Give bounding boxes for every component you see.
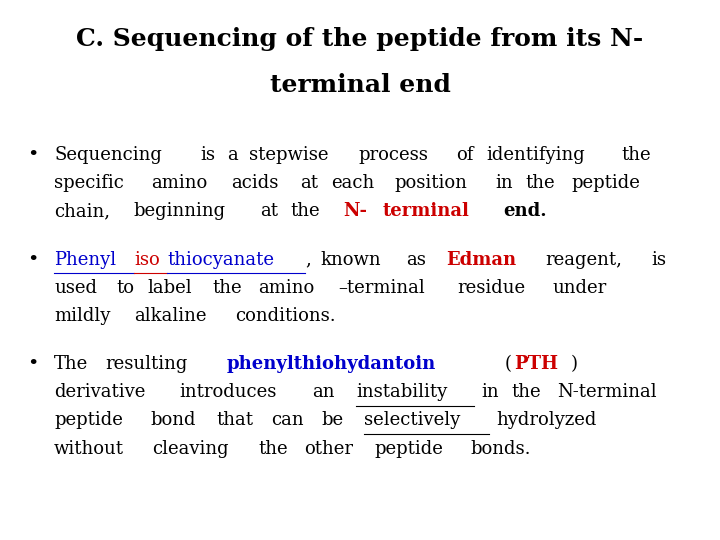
- Text: of: of: [456, 146, 474, 164]
- Text: hydrolyzed: hydrolyzed: [496, 411, 596, 429]
- Text: stepwise: stepwise: [248, 146, 328, 164]
- Text: amino: amino: [258, 279, 315, 296]
- Text: can: can: [271, 411, 305, 429]
- Text: the: the: [291, 202, 320, 220]
- Text: the: the: [526, 174, 555, 192]
- Text: instability: instability: [356, 383, 448, 401]
- Text: used: used: [54, 279, 97, 296]
- Text: without: without: [54, 440, 124, 457]
- Text: •: •: [27, 251, 39, 268]
- Text: N-: N-: [343, 202, 368, 220]
- Text: label: label: [148, 279, 192, 296]
- Text: derivative: derivative: [54, 383, 145, 401]
- Text: phenylthiohydantoin: phenylthiohydantoin: [227, 355, 436, 373]
- Text: position: position: [394, 174, 467, 192]
- Text: ,: ,: [305, 251, 311, 268]
- Text: thiocyanate: thiocyanate: [167, 251, 274, 268]
- Text: alkaline: alkaline: [134, 307, 207, 325]
- Text: other: other: [304, 440, 353, 457]
- Text: C. Sequencing of the peptide from its N-: C. Sequencing of the peptide from its N-: [76, 27, 644, 51]
- Text: under: under: [553, 279, 607, 296]
- Text: acids: acids: [232, 174, 279, 192]
- Text: resulting: resulting: [106, 355, 188, 373]
- Text: bonds.: bonds.: [471, 440, 531, 457]
- Text: •: •: [27, 355, 39, 373]
- Text: known: known: [320, 251, 381, 268]
- Text: amino: amino: [152, 174, 208, 192]
- Text: iso: iso: [134, 251, 160, 268]
- Text: Edman: Edman: [446, 251, 516, 268]
- Text: the: the: [258, 440, 288, 457]
- Text: the: the: [212, 279, 242, 296]
- Text: Sequencing: Sequencing: [54, 146, 162, 164]
- Text: process: process: [359, 146, 428, 164]
- Text: ): ): [571, 355, 577, 373]
- Text: N-terminal: N-terminal: [557, 383, 657, 401]
- Text: terminal: terminal: [383, 202, 469, 220]
- Text: –terminal: –terminal: [338, 279, 425, 296]
- Text: peptide: peptide: [374, 440, 444, 457]
- Text: cleaving: cleaving: [152, 440, 228, 457]
- Text: peptide: peptide: [54, 411, 123, 429]
- Text: selectively: selectively: [364, 411, 461, 429]
- Text: (: (: [505, 355, 512, 373]
- Text: terminal end: terminal end: [269, 73, 451, 97]
- Text: at: at: [260, 202, 278, 220]
- Text: the: the: [621, 146, 651, 164]
- Text: be: be: [321, 411, 343, 429]
- Text: Phenyl: Phenyl: [54, 251, 116, 268]
- Text: that: that: [217, 411, 253, 429]
- Text: chain,: chain,: [54, 202, 110, 220]
- Text: in: in: [482, 383, 499, 401]
- Text: •: •: [27, 146, 39, 164]
- Text: peptide: peptide: [571, 174, 640, 192]
- Text: conditions.: conditions.: [235, 307, 336, 325]
- Text: specific: specific: [54, 174, 124, 192]
- Text: a: a: [228, 146, 238, 164]
- Text: PTH: PTH: [514, 355, 558, 373]
- Text: mildly: mildly: [54, 307, 110, 325]
- Text: each: each: [330, 174, 374, 192]
- Text: bond: bond: [150, 411, 196, 429]
- Text: at: at: [300, 174, 318, 192]
- Text: an: an: [312, 383, 335, 401]
- Text: end.: end.: [503, 202, 546, 220]
- Text: to: to: [117, 279, 135, 296]
- Text: reagent,: reagent,: [545, 251, 622, 268]
- Text: the: the: [512, 383, 541, 401]
- Text: in: in: [495, 174, 513, 192]
- Text: residue: residue: [457, 279, 526, 296]
- Text: beginning: beginning: [134, 202, 226, 220]
- Text: The: The: [54, 355, 89, 373]
- Text: is: is: [652, 251, 667, 268]
- Text: identifying: identifying: [486, 146, 585, 164]
- Text: as: as: [406, 251, 426, 268]
- Text: introduces: introduces: [179, 383, 276, 401]
- Text: is: is: [201, 146, 215, 164]
